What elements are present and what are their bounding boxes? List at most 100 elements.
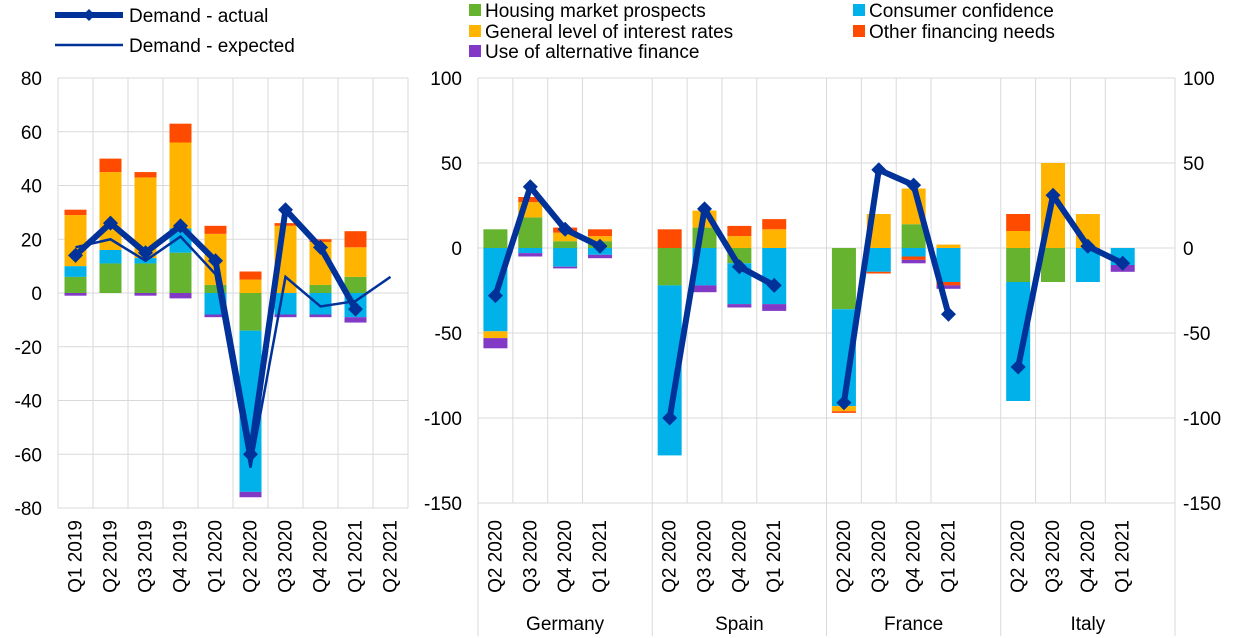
x-tick-label: Q4 2020 [311,520,332,593]
legend-label-consumer: Consumer confidence [869,1,1054,22]
y-tick-label-right: 0 [1183,239,1194,260]
bar-italy-q3-2020-housing [1041,248,1066,282]
bar-q2-2019-consumer [99,250,122,264]
x-tick-label: Q2 2020 [834,520,855,593]
bar-q1-2021-interest [344,247,367,277]
bar-italy-q2-2020-interest [1006,231,1031,248]
x-tick-label: Q1 2021 [590,520,611,593]
x-tick-label: Q1 2021 [346,520,367,593]
bar-q1-2019-housing [64,276,87,293]
y-tick-label: -80 [15,499,42,520]
x-tick-label: Q4 2020 [729,520,750,593]
legend-swatch-alt [469,45,481,57]
y-tick-label-left: -150 [424,494,462,515]
bar-q1-2020-other [204,225,227,234]
demand-actual-point [348,301,363,317]
legend-item-demand-actual: Demand - actual [55,6,268,27]
bar-q1-2021-housing [344,276,367,293]
bar-q1-2019-other [64,209,87,216]
bar-france-q1-2021-alt [936,285,961,289]
x-tick-label: Q3 2020 [520,520,541,593]
x-tick-label: Q2 2020 [241,520,262,593]
bar-q1-2019-consumer [64,266,87,277]
legend-label-alt: Use of alternative finance [485,42,699,63]
x-tick-label: Q4 2019 [171,520,192,593]
bar-germany-q1-2021-interest [587,236,612,242]
legend-item-demand-expected: Demand - expected [55,36,295,57]
legend-label-other: Other financing needs [869,22,1055,43]
y-tick-label: 20 [21,230,42,251]
demand-actual-point [662,410,678,426]
bar-italy-q2-2020-other [1006,214,1031,231]
bar-france-q2-2020-housing [831,248,856,310]
demand-actual-point [138,245,153,261]
demand-actual-point [906,177,922,193]
y-tick-label: -20 [15,338,42,359]
bar-spain-q4-2020-other [727,225,752,237]
x-tick-label: Q1 2021 [938,520,959,593]
bar-france-q4-2020-consumer [901,248,926,257]
bar-q4-2020-consumer [309,293,332,315]
bar-italy-q2-2020-consumer [1006,282,1031,401]
demand-actual-line-germany [492,183,602,297]
x-tick-label: Q3 2020 [695,520,716,593]
y-tick-label-left: 0 [451,239,462,260]
bar-q2-2019-housing [99,263,122,293]
demand-actual-point [487,288,503,304]
bar-france-q2-2020-other [831,411,856,413]
bar-germany-q4-2020-interest [553,232,578,242]
x-tick-label: Q2 2019 [101,520,122,593]
x-tick-label: Q1 2021 [764,520,785,593]
bar-france-q4-2020-other [901,256,926,260]
bar-q2-2020-interest [239,279,262,293]
x-tick-label: Q1 2021 [1113,520,1134,593]
demand-actual-point [1080,238,1096,254]
y-tick-label-right: -100 [1183,409,1221,430]
demand-actual-point [557,221,573,237]
bar-spain-q4-2020-interest [727,236,752,248]
bar-q2-2019-other [99,158,122,173]
y-tick-label: 40 [21,177,42,198]
bar-spain-q2-2020-other [657,229,682,248]
demand-actual-point [278,202,293,218]
bar-q2-2020-other [239,271,262,280]
demand-actual-point [836,395,852,411]
bar-france-q4-2020-housing [901,224,926,248]
demand-actual-point [940,306,956,322]
bar-q1-2021-other [344,231,367,248]
demand-actual-line-france [840,166,952,404]
bar-q2-2020-housing [239,293,262,331]
bar-germany-q3-2020-consumer [518,248,543,254]
demand-actual-point [697,201,713,217]
bar-q3-2020-consumer [274,293,297,315]
y-tick-label: -60 [15,445,42,466]
x-tick-label: Q4 2020 [904,520,925,593]
demand-actual-point [1115,255,1131,271]
bar-q3-2019-alt [134,293,157,296]
demand-actual-point [173,218,188,234]
x-tick-label: Q4 2020 [1078,520,1099,593]
bar-q1-2020-housing [204,284,227,293]
x-tick-label: Q3 2019 [136,520,157,593]
legend-swatch-other [853,25,865,37]
y-tick-label-right: -150 [1183,494,1221,515]
demand-actual-point [313,239,328,255]
demand-actual-point [103,215,118,231]
legend-label-interest: General level of interest rates [485,22,733,43]
bar-spain-q3-2020-alt [692,285,717,293]
bar-france-q1-2021-interest [936,244,961,248]
bar-q3-2020-alt [274,314,297,318]
legend-label-demand-expected: Demand - expected [129,36,295,57]
bar-q2-2020-consumer [239,330,262,492]
y-tick-label-left: 100 [430,69,462,90]
x-tick-label: Q3 2020 [276,520,297,593]
bar-germany-q2-2020-housing [483,229,508,248]
demand-actual-line-spain [666,205,776,419]
bar-q1-2020-alt [204,314,227,318]
group-label-italy: Italy [1070,614,1105,635]
y-tick-label-right: 50 [1183,154,1204,175]
bar-spain-q4-2020-alt [727,304,752,308]
x-tick-label: Q2 2020 [1008,520,1029,593]
bar-france-q4-2020-alt [901,259,926,264]
